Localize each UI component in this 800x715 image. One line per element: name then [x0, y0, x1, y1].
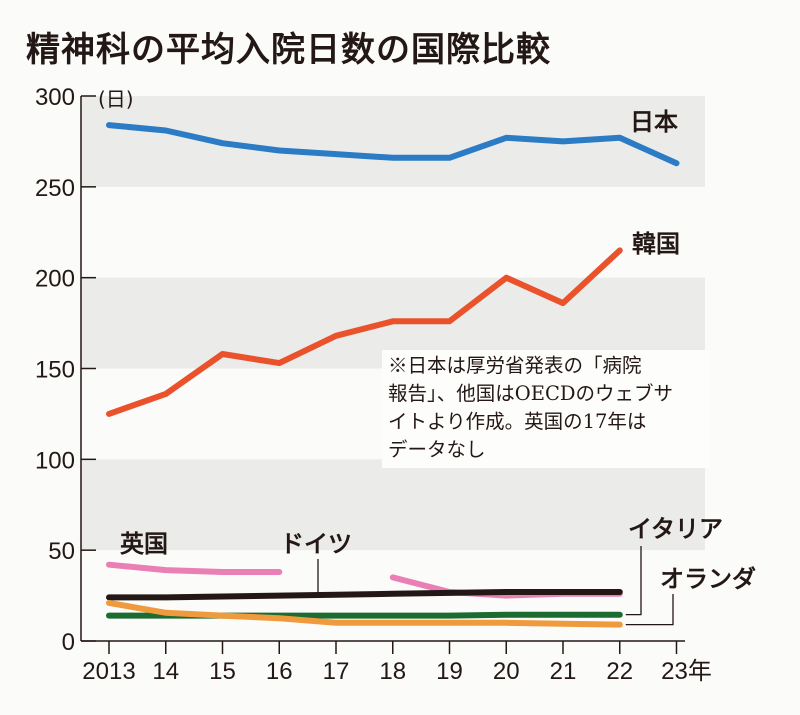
shaded-bands	[81, 96, 705, 551]
x-axis: 2013 14 15 16 17 18 19 20 21 22 23年	[81, 640, 712, 685]
series-lines	[106, 122, 680, 628]
series-line-韓国	[106, 247, 623, 417]
x-tick-label: 18	[379, 658, 406, 685]
note-line: イトより作成。英国の17年は	[388, 410, 647, 433]
series-label-korea: 韓国	[632, 230, 680, 258]
x-tick-label: 14	[152, 658, 179, 685]
y-tick-label: 50	[48, 538, 75, 565]
x-tick-label: 2013	[82, 658, 135, 685]
x-tick-label: 23年	[661, 658, 712, 685]
x-tick-label: 16	[266, 658, 293, 685]
source-note: ※日本は厚労省発表の「病院 報告」、他国はOECDのウェブサ イトより作成。英国…	[382, 350, 710, 468]
series-label-netherlands: オランダ	[660, 565, 756, 593]
x-tick-label: 20	[493, 658, 520, 685]
x-tick-label: 21	[550, 658, 577, 685]
series-line-英国	[106, 561, 283, 575]
note-line: ※日本は厚労省発表の「病院	[388, 354, 642, 377]
leader-line-netherlands	[625, 594, 674, 626]
shaded-band	[81, 96, 705, 187]
note-line: 報告」、他国はOECDのウェブサ	[388, 382, 674, 405]
y-tick-label: 0	[62, 629, 75, 656]
series-label-uk: 英国	[120, 530, 168, 558]
y-tick-label: 100	[35, 447, 75, 474]
y-axis: 0 50 100 150 200 250 300 (日)	[35, 84, 134, 656]
y-tick-label: 200	[35, 266, 75, 293]
series-label-japan: 日本	[630, 108, 678, 136]
y-unit-label: (日)	[98, 87, 134, 111]
y-tick-label: 150	[35, 357, 75, 384]
series-line-オランダ	[106, 599, 623, 628]
chart-title: 精神科の平均入院日数の国際比較	[26, 30, 551, 70]
x-tick-label: 15	[209, 658, 236, 685]
shaded-band	[81, 459, 705, 551]
leader-line-italy	[625, 546, 642, 616]
note-line: データなし	[388, 438, 486, 461]
y-tick-label: 300	[35, 84, 75, 111]
x-tick-label: 19	[436, 658, 463, 685]
series-label-germany: ドイツ	[280, 530, 352, 558]
series-line-ドイツ	[106, 589, 623, 601]
x-tick-label: 22	[606, 658, 633, 685]
y-tick-label: 250	[35, 175, 75, 202]
series-label-italy: イタリア	[628, 515, 723, 543]
x-tick-label: 17	[323, 658, 350, 685]
